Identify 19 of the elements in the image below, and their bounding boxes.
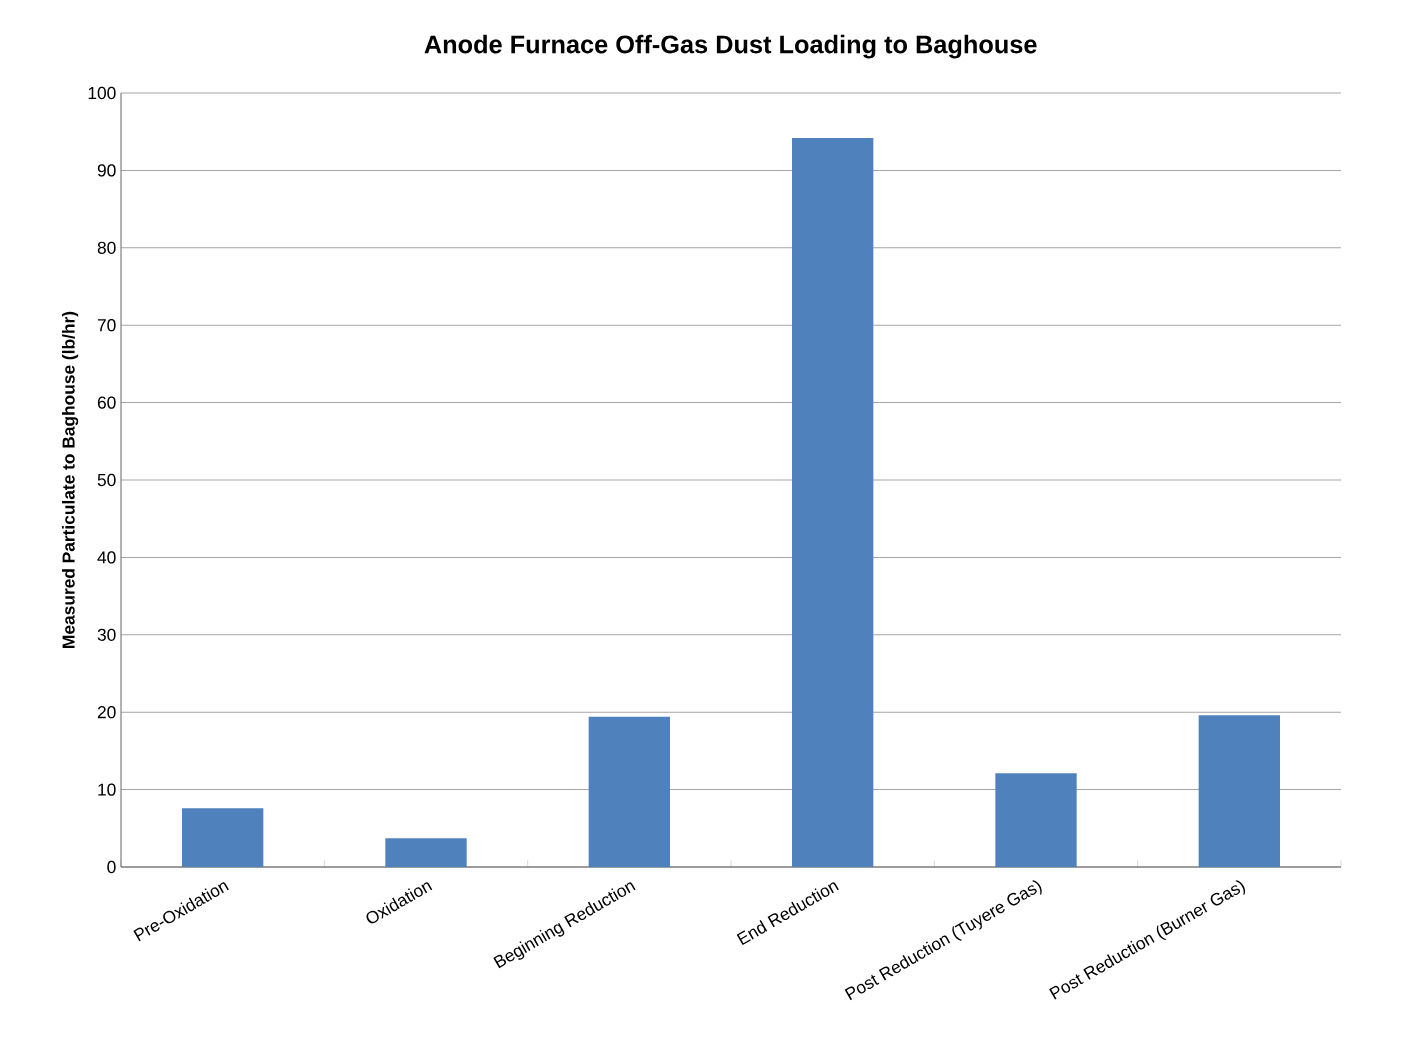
bar [385,838,467,867]
y-tick-label: 10 [98,783,116,796]
y-tick-label: 40 [97,551,116,564]
y-axis-title: Measured Particulate to Baghouse (lb/hr) [61,311,79,648]
y-tick-label: 80 [97,241,116,254]
y-tick-label: 20 [97,706,116,719]
y-tick-label: 50 [97,473,116,487]
y-tick-label: 60 [97,396,116,409]
y-tick-label: 90 [97,164,116,177]
y-tick-label: 100 [88,86,116,100]
y-tick-label: 0 [107,860,116,874]
bar [588,716,671,867]
chart-title: Anode Furnace Off-Gas Dust Loading to Baghouse [424,34,1037,59]
y-tick-label: 30 [97,628,116,641]
y-tick-label: 70 [97,319,116,332]
bar [182,808,264,867]
bar [995,773,1077,867]
bar [792,137,874,867]
bar [1198,715,1281,867]
